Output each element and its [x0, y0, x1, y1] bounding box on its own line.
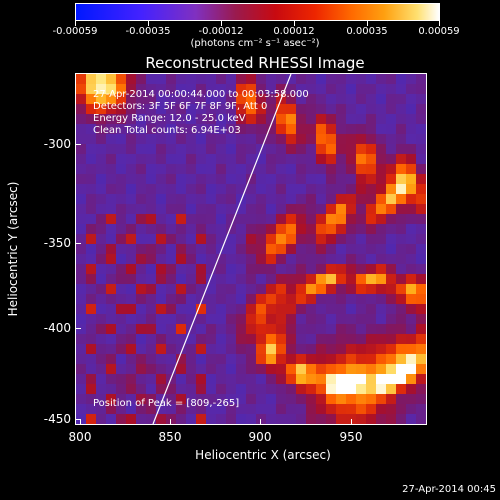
x-tick-label: 950: [339, 430, 363, 444]
y-tick-mark: [75, 243, 81, 244]
x-tick-mark: [80, 419, 81, 425]
y-tick-label: -300: [43, 137, 71, 151]
y-tick-label: -350: [43, 236, 71, 250]
colorbar-tick-label: 0.00012: [273, 26, 315, 37]
image-plot-frame: 27-Apr-2014 00:00:44.000 to 00:03:58.000…: [75, 73, 427, 425]
y-tick-label: -400: [43, 321, 71, 335]
colorbar-tick-label: -0.00059: [52, 26, 98, 37]
colorbar-tick: [439, 21, 440, 26]
colorbar-tick: [148, 21, 149, 26]
colorbar-tick: [367, 21, 368, 26]
colorbar-tick: [75, 21, 76, 26]
y-axis-title: Heliocentric Y (arcsec): [6, 181, 20, 317]
y-tick-label: -450: [43, 412, 71, 426]
info-time-range: 27-Apr-2014 00:00:44.000 to 00:03:58.000: [93, 89, 309, 100]
colorbar: [75, 3, 440, 21]
y-tick-mark: [75, 144, 81, 145]
y-tick-mark: [75, 419, 81, 420]
info-energy-range: Energy Range: 12.0 - 25.0 keV: [93, 113, 246, 124]
colorbar-tick: [294, 21, 295, 26]
info-peak-position: Position of Peak = [809,-265]: [93, 398, 240, 409]
colorbar-tick-label: 0.00059: [418, 26, 460, 37]
x-tick-label: 800: [68, 430, 92, 444]
x-axis-title: Heliocentric X (arcsec): [195, 448, 331, 462]
x-tick-mark: [170, 419, 171, 425]
colorbar-tick: [221, 21, 222, 26]
x-tick-mark: [260, 419, 261, 425]
x-tick-label: 900: [248, 430, 272, 444]
y-tick-mark: [75, 328, 81, 329]
colorbar-tick-label: -0.00035: [125, 26, 171, 37]
info-detectors: Detectors: 3F 5F 6F 7F 8F 9F, Att 0: [93, 101, 268, 112]
footer-timestamp: 27-Apr-2014 00:45: [402, 484, 496, 495]
rhessi-image-heatmap: [76, 74, 426, 424]
info-clean-counts: Clean Total counts: 6.94E+03: [93, 125, 241, 136]
x-tick-mark: [351, 419, 352, 425]
x-tick-label: 850: [158, 430, 182, 444]
colorbar-tick-label: -0.00012: [198, 26, 244, 37]
colorbar-tick-label: 0.00035: [346, 26, 388, 37]
solar-limb-line: [152, 74, 292, 424]
plot-title: Reconstructed RHESSI Image: [145, 54, 365, 72]
colorbar-units: (photons cm⁻² s⁻¹ asec⁻²): [190, 38, 320, 49]
